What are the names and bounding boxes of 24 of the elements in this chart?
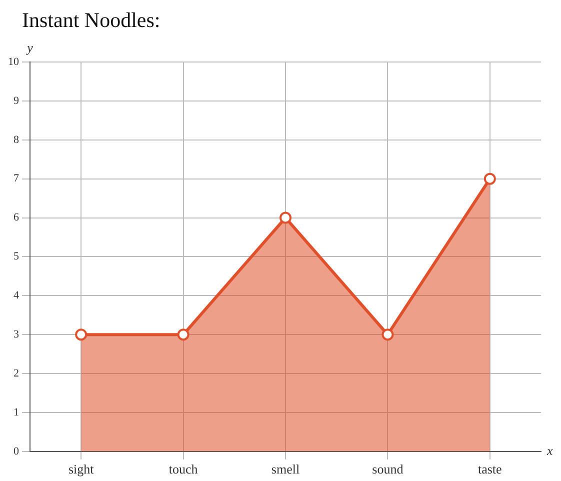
x-tick-label: touch [168, 462, 198, 477]
x-tick-label: sight [68, 462, 94, 477]
y-tick-label: 9 [14, 94, 20, 107]
y-tick-label: 2 [14, 367, 19, 380]
x-tick-label: sound [372, 462, 404, 477]
y-tick-label: 8 [14, 134, 20, 146]
x-axis-title: x [546, 442, 553, 458]
y-axis-title: y [25, 40, 34, 55]
point [280, 212, 292, 224]
point [484, 172, 496, 185]
y-tick-label: 1 [14, 406, 19, 418]
y-tick-label: 3 [14, 328, 20, 340]
y-tick-label: 0 [14, 445, 20, 458]
point [177, 328, 190, 341]
y-tick-label: 5 [14, 250, 20, 263]
point [75, 328, 88, 341]
y-tick-label: 4 [14, 290, 20, 302]
x-tick-label: taste [478, 462, 502, 477]
y-tick-label: 6 [14, 212, 20, 224]
y-tick-label: 10 [8, 56, 20, 68]
x-tick-label: smell [271, 462, 300, 477]
y-tick-label: 7 [14, 172, 20, 185]
chart-title: Instant Noodles: [22, 8, 160, 33]
point [382, 328, 394, 341]
